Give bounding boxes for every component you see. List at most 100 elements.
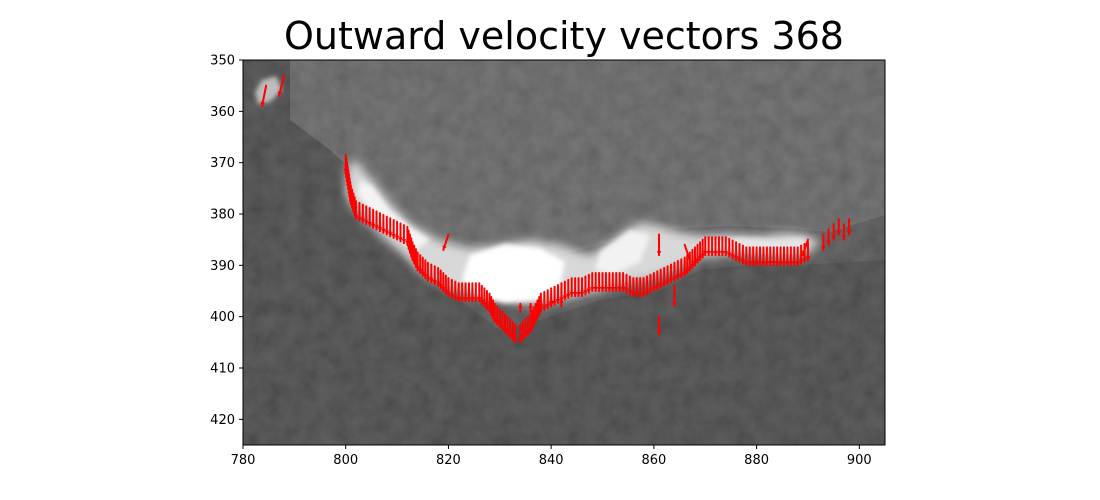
velocity-vector [665,265,670,286]
velocity-vector [668,263,674,284]
velocity-vector [446,277,451,298]
velocity-vector [476,282,482,303]
velocity-vector [538,300,544,310]
velocity-vector [610,272,616,292]
velocity-vector [423,259,428,280]
velocity-vector [494,305,500,326]
velocity-vector [805,241,811,262]
x-axis: 780 800 820 840 860 880 900 [231,445,872,468]
velocity-vector [484,290,490,310]
velocity-vector [791,246,797,267]
velocity-vector [750,246,756,267]
velocity-vector [841,223,847,241]
velocity-vector [798,244,804,265]
velocity-vector [387,217,393,238]
velocity-vector [661,266,667,287]
velocity-vector [548,297,554,308]
velocity-vector [572,277,578,298]
x-tick-label: 780 [231,453,256,468]
velocity-vector [569,277,575,298]
chart-title: Outward velocity vectors 368 [284,14,844,58]
velocity-vector [801,238,809,257]
velocity-vector [637,277,643,298]
y-tick-label: 390 [210,259,235,274]
velocity-vector [716,236,722,257]
velocity-vector [603,272,609,292]
velocity-vector [702,236,708,257]
velocity-vector [697,241,703,262]
velocity-vector [695,243,700,264]
velocity-vector [607,272,612,292]
velocity-vector [747,246,753,267]
velocity-vector [523,318,528,339]
velocity-vector [700,238,705,259]
velocity-vector [456,282,462,303]
velocity-vector [391,218,396,239]
velocity-vector [555,284,561,304]
velocity-vector [545,289,551,310]
velocity-vector [620,272,626,292]
velocity-vector [552,285,557,306]
velocity-vector [634,277,640,298]
velocity-vector [613,272,619,292]
velocity-vector [420,256,426,277]
velocity-vector [377,212,383,233]
velocity-vector [774,246,780,267]
velocity-vector [627,275,633,296]
velocity-vector [357,201,362,222]
velocity-vector [656,315,662,336]
velocity-vector [542,290,547,311]
velocity-vector [432,265,438,286]
velocity-vector [505,315,510,336]
velocity-vector [510,320,515,341]
y-tick-label: 370 [210,156,235,171]
velocity-vector [518,323,523,344]
velocity-vector [500,310,505,331]
velocity-vector [764,246,770,267]
velocity-vector [757,246,763,267]
velocity-vector [384,215,390,236]
velocity-vector [754,246,759,267]
velocity-vector [363,205,369,226]
velocity-vector [492,302,497,323]
velocity-vector [733,241,739,262]
background-image [243,60,885,445]
velocity-vector [596,272,602,292]
velocity-vector [449,278,455,299]
velocity-vector [600,272,605,292]
y-tick-label: 420 [210,413,235,428]
velocity-vector [690,248,695,269]
velocity-vector [778,246,783,267]
velocity-vector [648,273,653,294]
velocity-vector [466,282,472,303]
velocity-vector [709,236,715,257]
velocity-vector [528,302,533,313]
velocity-vector [463,282,468,303]
velocity-vector [656,233,662,257]
velocity-vector [692,254,698,267]
y-tick-label: 410 [210,362,235,377]
x-tick-label: 800 [333,453,358,468]
velocity-vector [398,222,403,243]
x-tick-label: 820 [436,453,461,468]
velocity-vector [761,246,766,267]
velocity-vector [579,277,585,298]
velocity-vector [771,246,777,267]
velocity-vector [651,272,657,292]
velocity-vector [826,228,831,246]
y-tick-label: 400 [210,310,235,325]
velocity-vector [795,246,800,267]
velocity-vector [277,74,286,97]
velocity-vector [441,272,446,292]
velocity-vector [687,251,693,272]
velocity-vector [415,251,420,272]
velocity-vector [684,254,690,275]
velocity-vector [370,208,376,229]
velocity-vector [425,261,431,282]
velocity-vector [576,277,581,298]
x-tick-label: 840 [539,453,564,468]
velocity-vector [459,282,465,303]
velocity-vector [672,261,677,282]
velocity-vector [678,258,684,279]
